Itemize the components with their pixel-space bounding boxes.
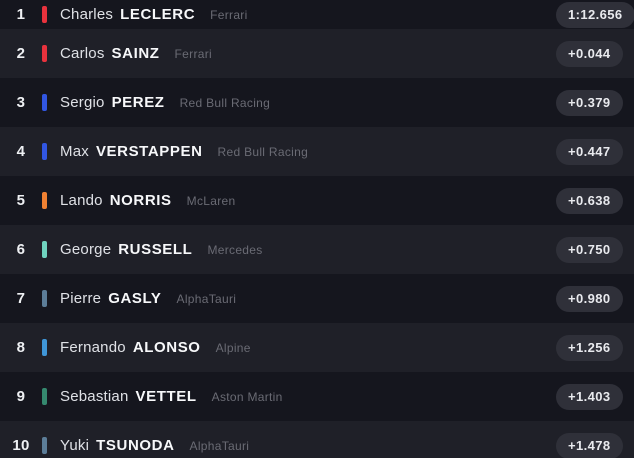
team-color-bar: [42, 94, 47, 111]
team-name: AlphaTauri: [189, 439, 250, 453]
driver-first-name: Charles: [60, 6, 114, 23]
position-number: 10: [12, 437, 30, 454]
position-number: 1: [16, 6, 26, 23]
team-color-bar: [42, 437, 47, 454]
position-number: 4: [16, 143, 26, 160]
driver-last-name: RUSSELL: [118, 241, 193, 258]
driver-last-name: LECLERC: [120, 6, 196, 23]
team-color-bar: [42, 290, 47, 307]
driver-last-name: NORRIS: [109, 192, 172, 209]
time-badge: +1.478: [556, 432, 623, 458]
driver-last-name: VETTEL: [135, 388, 197, 405]
driver-last-name: PEREZ: [111, 94, 165, 111]
team-name: McLaren: [186, 194, 236, 208]
driver-last-name: GASLY: [108, 290, 162, 307]
team-color-bar: [42, 143, 47, 160]
team-name: Red Bull Racing: [179, 96, 271, 110]
position-number: 8: [16, 339, 26, 356]
driver-name: Carlos SAINZ Ferrari: [60, 45, 212, 62]
time-badge: +1.403: [556, 383, 623, 410]
driver-first-name: Yuki: [60, 437, 90, 454]
driver-name: George RUSSELL Mercedes: [60, 241, 263, 258]
position-number: 2: [16, 45, 26, 62]
team-name: AlphaTauri: [176, 292, 237, 306]
driver-first-name: Max: [60, 143, 89, 160]
team-name: Alpine: [215, 341, 251, 355]
driver-first-name: Fernando: [60, 339, 126, 356]
driver-row[interactable]: 6 George RUSSELL Mercedes +0.750: [0, 225, 634, 274]
driver-first-name: Pierre: [60, 290, 102, 307]
driver-row[interactable]: 2 Carlos SAINZ Ferrari +0.044: [0, 29, 634, 78]
driver-row[interactable]: 9 Sebastian VETTEL Aston Martin +1.403: [0, 372, 634, 421]
team-color-bar: [42, 388, 47, 405]
position-number: 9: [16, 388, 26, 405]
driver-name: Pierre GASLY AlphaTauri: [60, 290, 236, 307]
team-name: Ferrari: [210, 8, 248, 22]
driver-name: Charles LECLERC Ferrari: [60, 6, 248, 23]
time-badge: +0.447: [556, 138, 623, 165]
position-number: 5: [16, 192, 26, 209]
driver-name: Sebastian VETTEL Aston Martin: [60, 388, 283, 405]
driver-row[interactable]: 8 Fernando ALONSO Alpine +1.256: [0, 323, 634, 372]
driver-row[interactable]: 1 Charles LECLERC Ferrari 1:12.656: [0, 0, 634, 29]
team-name: Aston Martin: [211, 390, 283, 404]
time-badge: +0.379: [556, 89, 623, 116]
time-badge: +1.256: [556, 334, 623, 361]
driver-first-name: Sergio: [60, 94, 105, 111]
driver-first-name: George: [60, 241, 112, 258]
time-badge: +0.044: [556, 40, 623, 67]
position-number: 7: [16, 290, 26, 307]
team-color-bar: [42, 339, 47, 356]
driver-first-name: Lando: [60, 192, 103, 209]
position-number: 3: [16, 94, 26, 111]
driver-name: Fernando ALONSO Alpine: [60, 339, 251, 356]
team-name: Mercedes: [207, 243, 263, 257]
driver-first-name: Carlos: [60, 45, 105, 62]
team-color-bar: [42, 241, 47, 258]
time-badge: +0.638: [556, 187, 623, 214]
driver-name: Lando NORRIS McLaren: [60, 192, 235, 209]
driver-name: Max VERSTAPPEN Red Bull Racing: [60, 143, 308, 160]
driver-name: Sergio PEREZ Red Bull Racing: [60, 94, 270, 111]
team-color-bar: [42, 6, 47, 23]
driver-first-name: Sebastian: [60, 388, 129, 405]
team-color-bar: [42, 192, 47, 209]
time-badge: +0.980: [556, 285, 623, 312]
driver-last-name: SAINZ: [111, 45, 160, 62]
driver-last-name: TSUNODA: [96, 437, 175, 454]
team-name: Red Bull Racing: [217, 145, 309, 159]
time-badge: 1:12.656: [556, 1, 634, 28]
driver-row[interactable]: 4 Max VERSTAPPEN Red Bull Racing +0.447: [0, 127, 634, 176]
driver-row[interactable]: 10 Yuki TSUNODA AlphaTauri +1.478: [0, 421, 634, 458]
driver-last-name: VERSTAPPEN: [95, 143, 203, 160]
position-number: 6: [16, 241, 26, 258]
time-badge: +0.750: [556, 236, 623, 263]
driver-row[interactable]: 7 Pierre GASLY AlphaTauri +0.980: [0, 274, 634, 323]
team-color-bar: [42, 45, 47, 62]
driver-row[interactable]: 5 Lando NORRIS McLaren +0.638: [0, 176, 634, 225]
driver-name: Yuki TSUNODA AlphaTauri: [60, 437, 249, 454]
team-name: Ferrari: [174, 47, 212, 61]
driver-last-name: ALONSO: [132, 339, 201, 356]
driver-row[interactable]: 3 Sergio PEREZ Red Bull Racing +0.379: [0, 78, 634, 127]
